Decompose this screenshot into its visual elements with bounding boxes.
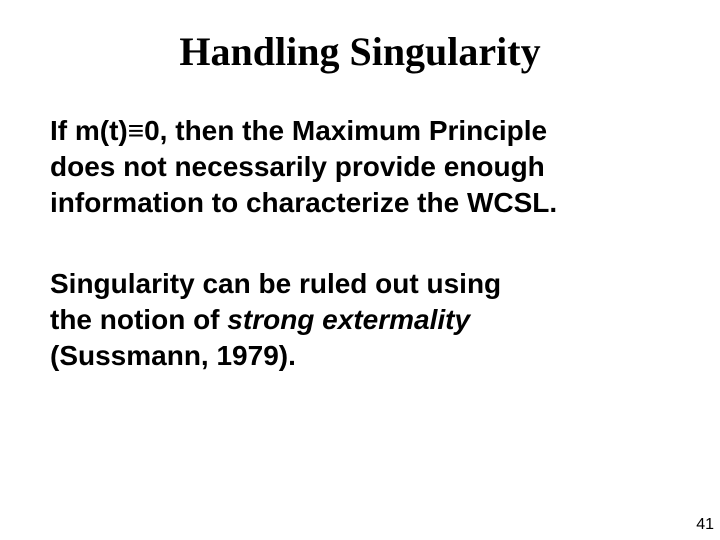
para1-line2: does not necessarily provide enough — [50, 149, 670, 185]
identical-to-symbol: ≡ — [128, 113, 144, 149]
para1-line1: If m(t)≡0, then the Maximum Principle — [50, 113, 670, 149]
para2-line3: (Sussmann, 1979). — [50, 338, 670, 374]
para2-line1: Singularity can be ruled out using — [50, 266, 670, 302]
paragraph-gap — [50, 220, 670, 266]
para2-line2: the notion of strong extermality — [50, 302, 670, 338]
paragraph-1: If m(t)≡0, then the Maximum Principle do… — [50, 113, 670, 220]
para1-line1-a: If m(t) — [50, 115, 128, 146]
page-number: 41 — [696, 516, 714, 534]
slide-title: Handling Singularity — [50, 28, 670, 75]
slide-container: Handling Singularity If m(t)≡0, then the… — [0, 0, 720, 540]
para1-line3: information to characterize the WCSL. — [50, 185, 670, 221]
strong-extermality-emph: strong extermality — [227, 304, 470, 335]
paragraph-2: Singularity can be ruled out using the n… — [50, 266, 670, 373]
para1-line1-b: 0, then the Maximum Principle — [144, 115, 547, 146]
para2-line2-a: the notion of — [50, 304, 227, 335]
